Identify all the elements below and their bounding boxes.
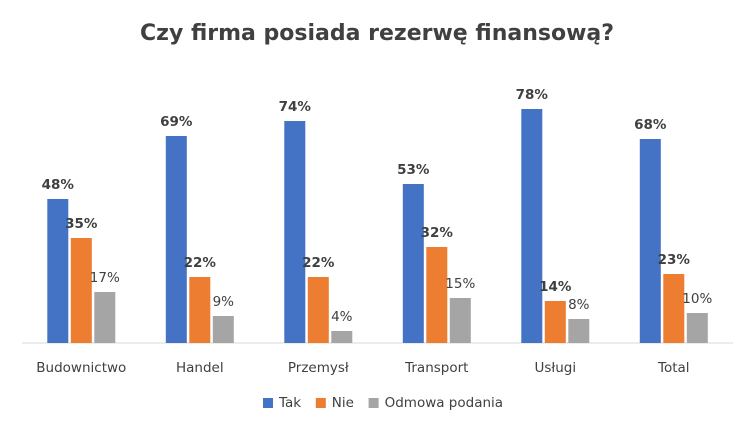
chart-title: Czy firma posiada rezerwę finansową?	[140, 21, 614, 46]
bar-odmowa-podania-handel	[212, 316, 234, 343]
bar-odmowa-podania-budownictwo	[94, 292, 116, 343]
category-tick-label: Usługi	[534, 360, 576, 376]
bar-nie-przemysł	[307, 277, 329, 343]
bar-tak-total	[639, 139, 661, 343]
bar-tak-transport	[402, 184, 424, 343]
data-label: 4%	[331, 309, 353, 325]
data-label: 9%	[213, 294, 235, 310]
bar-tak-usługi	[521, 109, 543, 343]
data-label: 69%	[160, 114, 193, 130]
data-label: 48%	[42, 177, 75, 193]
bar-nie-transport	[426, 247, 448, 343]
bars-layer	[47, 109, 708, 343]
legend-swatch	[368, 398, 379, 408]
bar-tak-budownictwo	[47, 199, 69, 343]
data-label: 35%	[65, 216, 98, 232]
category-tick-label: Przemysł	[288, 360, 349, 376]
legend-label: Nie	[332, 395, 354, 411]
data-label: 14%	[539, 279, 572, 295]
category-tick-label: Handel	[176, 360, 224, 376]
legend-item-odmowa-podania: Odmowa podania	[368, 395, 503, 411]
category-axis: Budownictwo Handel Przemysł Transport Usługi…	[36, 360, 689, 376]
bar-odmowa-podania-przemysł	[331, 331, 353, 343]
data-label: 32%	[421, 225, 454, 241]
bar-odmowa-podania-usługi	[568, 319, 590, 343]
data-label: 74%	[279, 99, 312, 115]
data-label: 10%	[682, 291, 712, 307]
legend-item-tak: Tak	[263, 395, 301, 411]
bar-odmowa-podania-total	[686, 313, 708, 343]
bar-nie-total	[663, 274, 685, 343]
data-label: 17%	[90, 270, 120, 286]
data-label: 22%	[184, 255, 217, 271]
legend-swatch	[315, 398, 326, 408]
bar-nie-usługi	[544, 301, 566, 343]
data-label: 23%	[658, 252, 691, 268]
category-tick-label: Budownictwo	[36, 360, 126, 376]
legend-swatch	[263, 398, 273, 408]
legend-label: Tak	[278, 395, 301, 411]
bar-nie-handel	[189, 277, 211, 343]
bar-odmowa-podania-transport	[449, 298, 471, 343]
category-tick-label: Total	[657, 360, 690, 376]
data-label: 68%	[634, 117, 667, 133]
category-tick-label: Transport	[404, 360, 468, 376]
data-label: 22%	[302, 255, 335, 271]
legend-label: Odmowa podania	[385, 395, 503, 411]
bar-tak-handel	[165, 136, 187, 343]
data-label: 8%	[568, 297, 590, 313]
data-label: 53%	[397, 162, 430, 178]
legend-item-nie: Nie	[315, 395, 354, 411]
bar-tak-przemysł	[284, 121, 306, 343]
value-labels-layer: 48% 35% 17% 69% 22% 9% 74% 22% 4% 53% 32% 15% 78% 14%…	[42, 87, 713, 325]
data-label: 78%	[516, 87, 549, 103]
data-label: 15%	[445, 276, 475, 292]
bar-nie-budownictwo	[70, 238, 92, 343]
legend: Tak Nie Odmowa podania	[263, 395, 503, 411]
